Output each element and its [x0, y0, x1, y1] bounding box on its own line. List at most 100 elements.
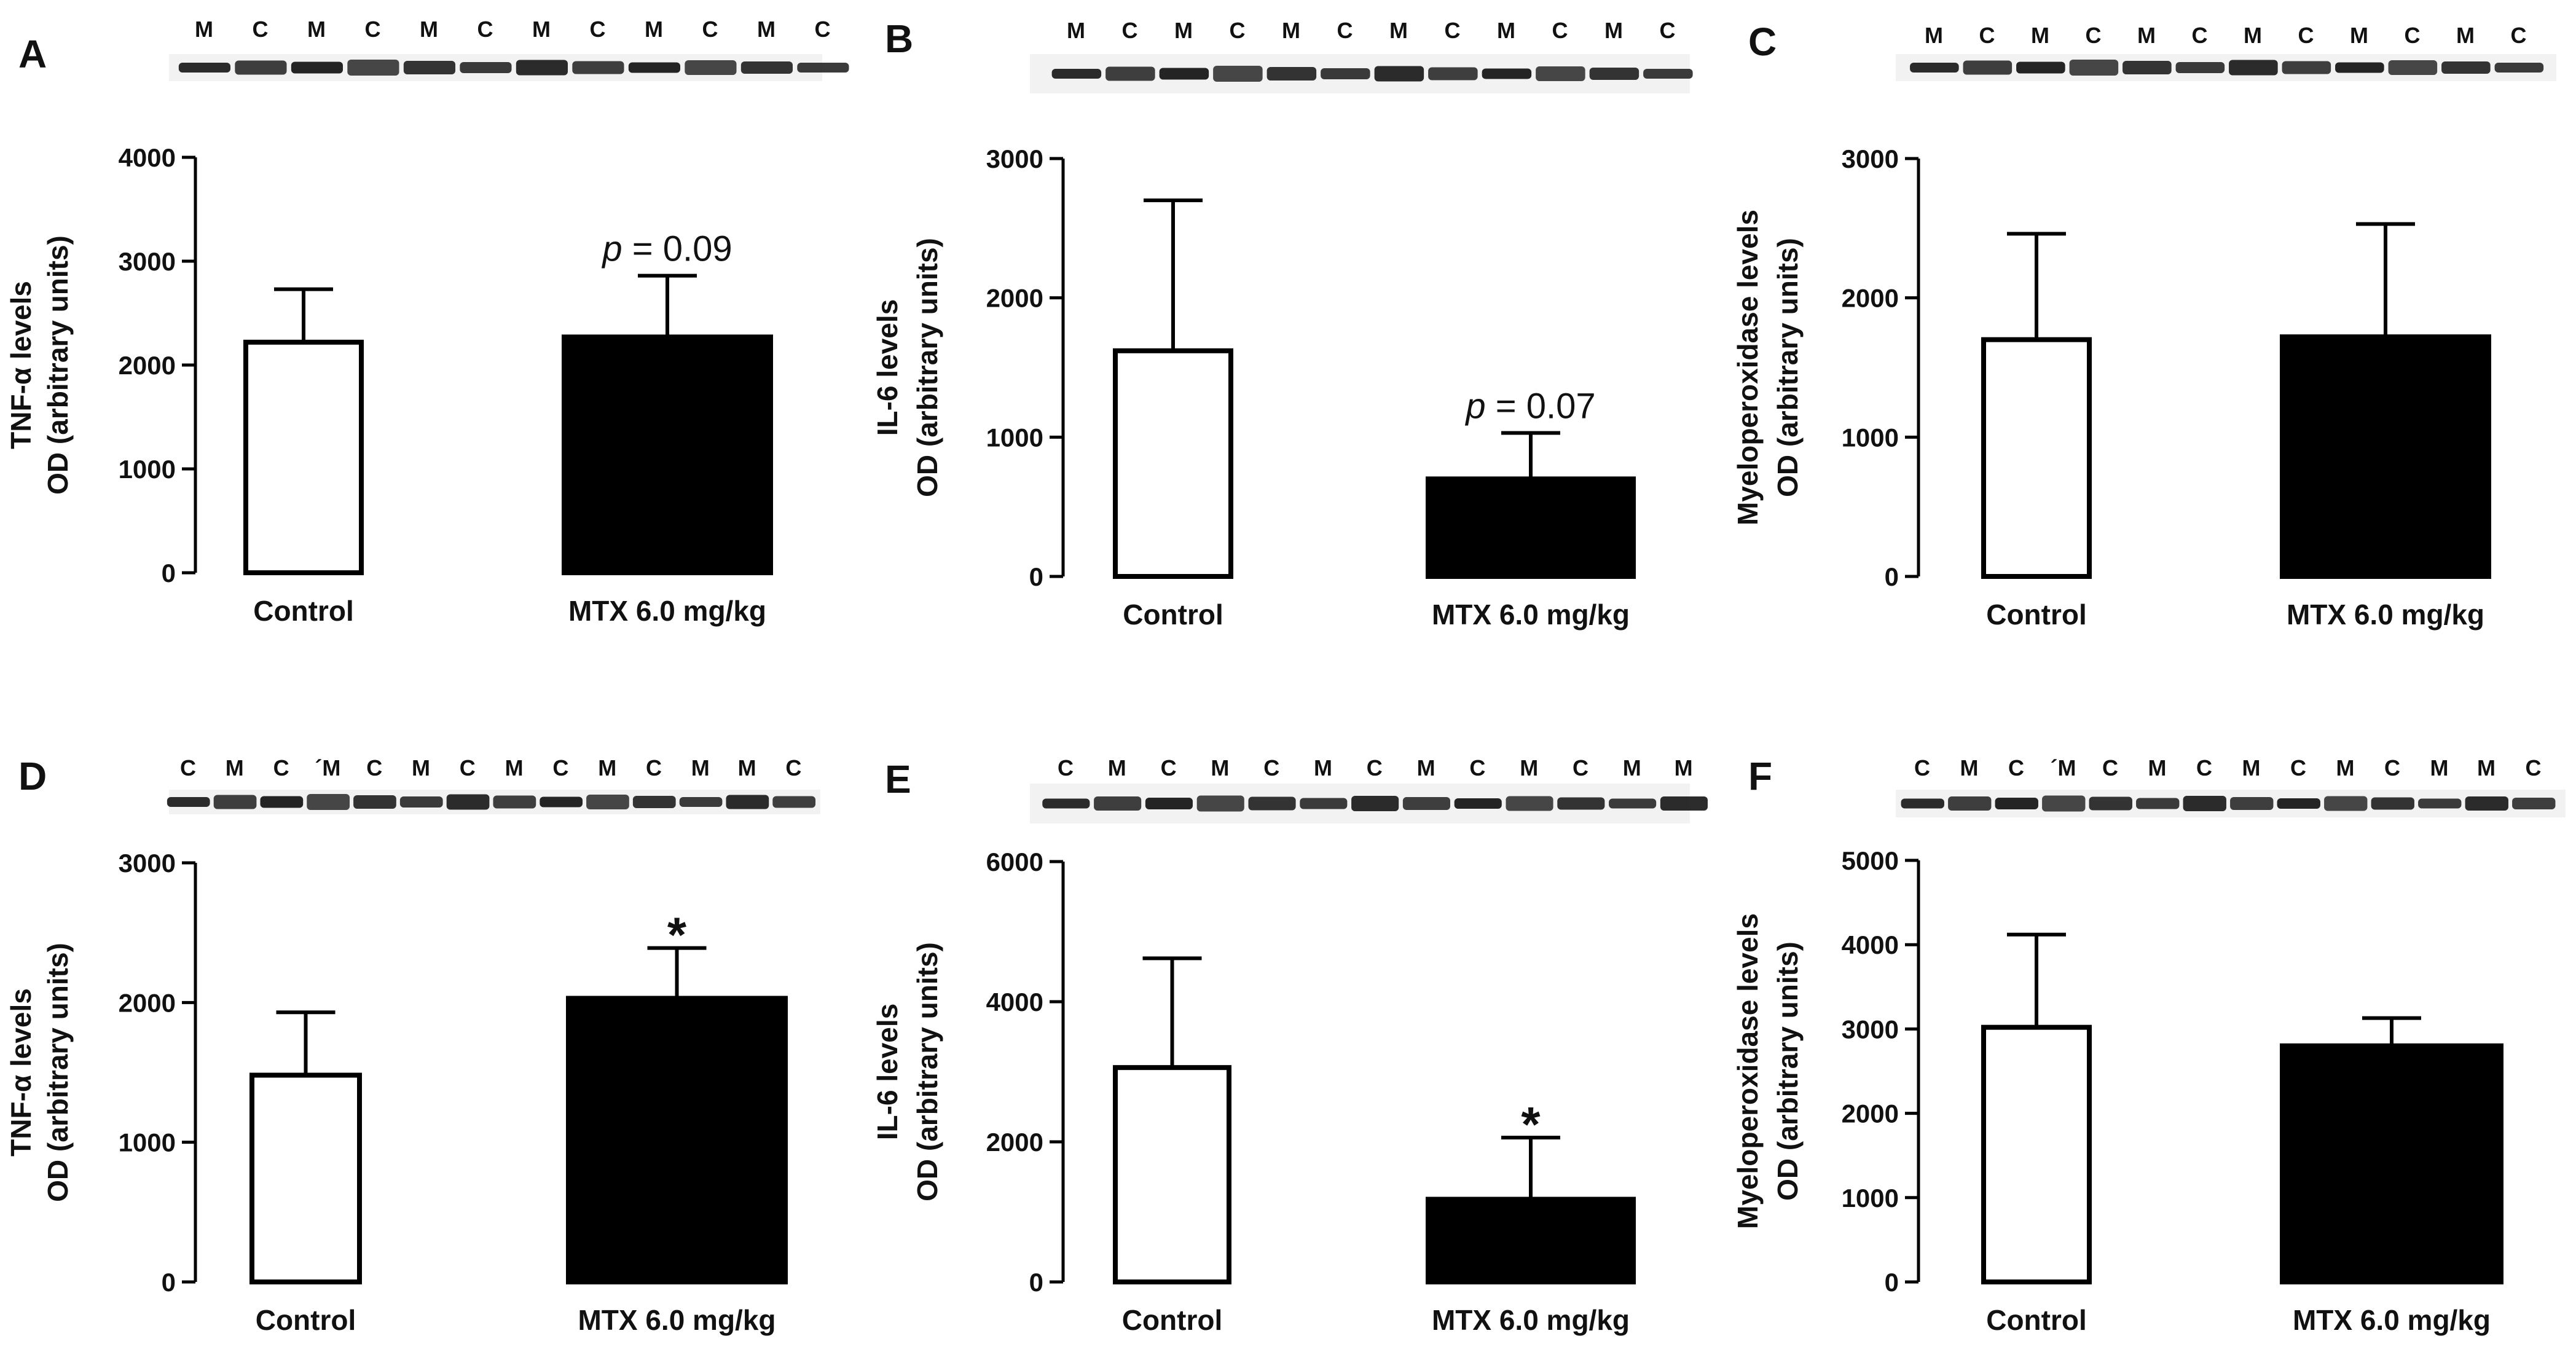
blot-band: [2230, 797, 2274, 810]
lane-label: C: [646, 755, 662, 780]
blot-band: [1321, 68, 1370, 79]
bar-group: Control: [249, 1010, 362, 1336]
blot-band: [516, 60, 568, 76]
blot-band: [1609, 798, 1657, 809]
lane-label: M: [598, 755, 616, 780]
x-category-label: Control: [1986, 599, 2087, 631]
blot-band: [2418, 798, 2462, 809]
western-blot: C M C ´M C M C M C M C M M C: [1896, 755, 2566, 817]
lane-label: C: [2298, 23, 2314, 48]
x-category-label: Control: [1123, 599, 1223, 631]
lane-label: C: [1914, 755, 1930, 780]
blot-band: [1145, 798, 1193, 809]
lane-label: C: [1979, 23, 1995, 48]
bar-group: MTX 6.0 mg/kg *: [1426, 1097, 1636, 1336]
lane-label: C: [477, 17, 493, 42]
panel-F: F C M C ´M C M C M C M C M M C 0 1000 2000 3000 4000 5000 Mye…: [1732, 754, 2566, 1336]
blot-band: [2494, 63, 2544, 73]
x-category-label: MTX 6.0 mg/kg: [2287, 599, 2484, 631]
x-category-label: Control: [1986, 1304, 2087, 1336]
y-axis-subtitle: OD (arbitrary units): [1772, 238, 1804, 497]
x-category-label: Control: [253, 595, 354, 627]
lane-label: C: [1230, 18, 1246, 43]
bar: [562, 334, 773, 575]
blot-band: [1428, 67, 1478, 81]
bar-group: MTX 6.0 mg/kg: [2280, 1016, 2503, 1336]
blot-band: [2122, 61, 2172, 74]
lane-label: M: [226, 755, 244, 780]
blot-band: [2335, 62, 2384, 73]
blot-band: [1910, 63, 1959, 73]
lane-label: C: [1552, 18, 1568, 43]
blot-band: [2042, 795, 2086, 812]
lane-label: M: [2430, 755, 2449, 780]
y-tick-label: 0: [1885, 562, 1899, 591]
y-tick-label: 5000: [1842, 846, 1899, 875]
blot-band: [1042, 798, 1090, 809]
lane-label: C: [2405, 23, 2421, 48]
lane-label: M: [691, 755, 710, 780]
blot-band: [586, 795, 629, 809]
lane-label: M: [2456, 23, 2475, 48]
blot-band: [2016, 61, 2065, 74]
blot-band: [1300, 798, 1348, 809]
lane-label: C: [702, 17, 718, 42]
western-blot: C M C ´M C M C M C M C M M C: [167, 755, 820, 814]
y-tick-label: 1000: [1842, 1184, 1899, 1212]
lane-label: C: [1469, 755, 1485, 780]
bar-group: Control: [1981, 232, 2092, 631]
y-tick-label: 0: [1885, 1268, 1899, 1297]
y-tick-label: 0: [1029, 1268, 1043, 1297]
lane-label: C: [1573, 755, 1588, 780]
lane-label: C: [365, 17, 381, 42]
bar-group: MTX 6.0 mg/kg p = 0.09: [562, 229, 773, 627]
y-tick-label: 2000: [1842, 284, 1899, 313]
blot-band: [1557, 797, 1605, 810]
lane-label: C: [2526, 755, 2542, 780]
blot-band: [2277, 798, 2320, 809]
y-axis-title: IL-6 levels: [871, 1004, 903, 1140]
blot-band: [632, 796, 676, 808]
blot-band: [1196, 795, 1244, 812]
lane-label: C: [1660, 18, 1676, 43]
bar-group: Control: [243, 287, 364, 627]
y-axis-title: TNF-α levels: [5, 988, 37, 1157]
lane-label: C: [253, 17, 269, 42]
panel-C: C M C M C M C M C M C M C 0 1000 2000 3000 Myeloperoxidas…: [1732, 20, 2556, 631]
y-axis-title: Myeloperoxidase levels: [1732, 210, 1764, 525]
lane-label: C: [815, 17, 831, 42]
blot-band: [2282, 61, 2331, 74]
blot-band: [291, 61, 344, 74]
panel-letter: D: [18, 754, 47, 798]
blot-band: [2136, 798, 2180, 809]
lane-label: M: [1211, 755, 1229, 780]
blot-band: [307, 794, 350, 810]
blot-band: [1995, 798, 2038, 809]
y-axis: 0 1000 2000 3000 4000 5000: [1842, 846, 1920, 1297]
lane-label: C: [1263, 755, 1279, 780]
bar-group: Control: [1981, 932, 2092, 1336]
bar-group: MTX 6.0 mg/kg p = 0.07: [1426, 387, 1636, 631]
bar: [1113, 1065, 1231, 1285]
x-category-label: Control: [1122, 1304, 1223, 1336]
blot-band: [2388, 60, 2438, 75]
panel-letter: F: [1748, 754, 1772, 798]
x-category-label: MTX 6.0 mg/kg: [1432, 1304, 1630, 1336]
blot-band: [2371, 797, 2414, 810]
lane-label: M: [1623, 755, 1641, 780]
panel-letter: C: [1748, 20, 1777, 64]
y-tick-label: 2000: [986, 1128, 1043, 1157]
bar: [1981, 1024, 2092, 1284]
lane-label: M: [2350, 23, 2368, 48]
y-tick-label: 2000: [119, 351, 176, 380]
blot-band: [1901, 798, 1944, 809]
lane-label: C: [273, 755, 289, 780]
lane-label: M: [1520, 755, 1538, 780]
y-tick-label: 4000: [1842, 930, 1899, 959]
blot-band: [353, 795, 396, 809]
lane-label: M: [2242, 755, 2261, 780]
bar: [1113, 348, 1233, 579]
y-tick-label: 0: [162, 1268, 176, 1297]
